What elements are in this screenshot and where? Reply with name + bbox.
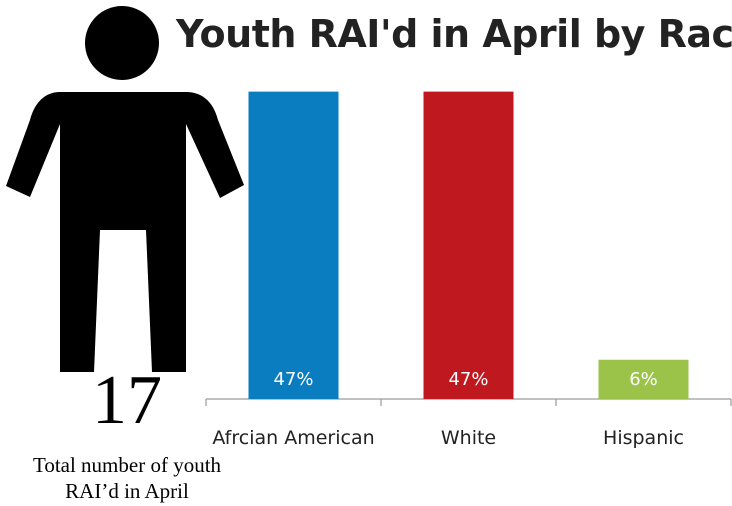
bar-afrcian-american [248, 91, 339, 400]
total-caption: Total number of youth RAI’d in April [0, 452, 254, 504]
total-count: 17 [92, 362, 162, 439]
chart-title: Youth RAI'd in April by Race [176, 12, 732, 56]
person-icon [6, 6, 244, 372]
x-axis [205, 398, 732, 406]
category-tick-label: White [441, 427, 496, 449]
tick-labels-group: Afrcian American White Hispanic [212, 427, 684, 449]
value-label: 47% [448, 369, 488, 390]
value-labels-group: 47% 47% 6% [273, 369, 657, 390]
category-tick-label: Afrcian American [212, 427, 374, 449]
category-tick-label: Hispanic [603, 427, 684, 449]
bars-group [248, 91, 689, 400]
total-caption-line-2: RAI’d in April [65, 479, 189, 503]
total-caption-line-1: Total number of youth [32, 453, 222, 477]
value-label: 47% [273, 369, 313, 390]
bar-hispanic [598, 359, 689, 399]
bar-white [423, 91, 514, 400]
value-label: 6% [629, 369, 658, 390]
